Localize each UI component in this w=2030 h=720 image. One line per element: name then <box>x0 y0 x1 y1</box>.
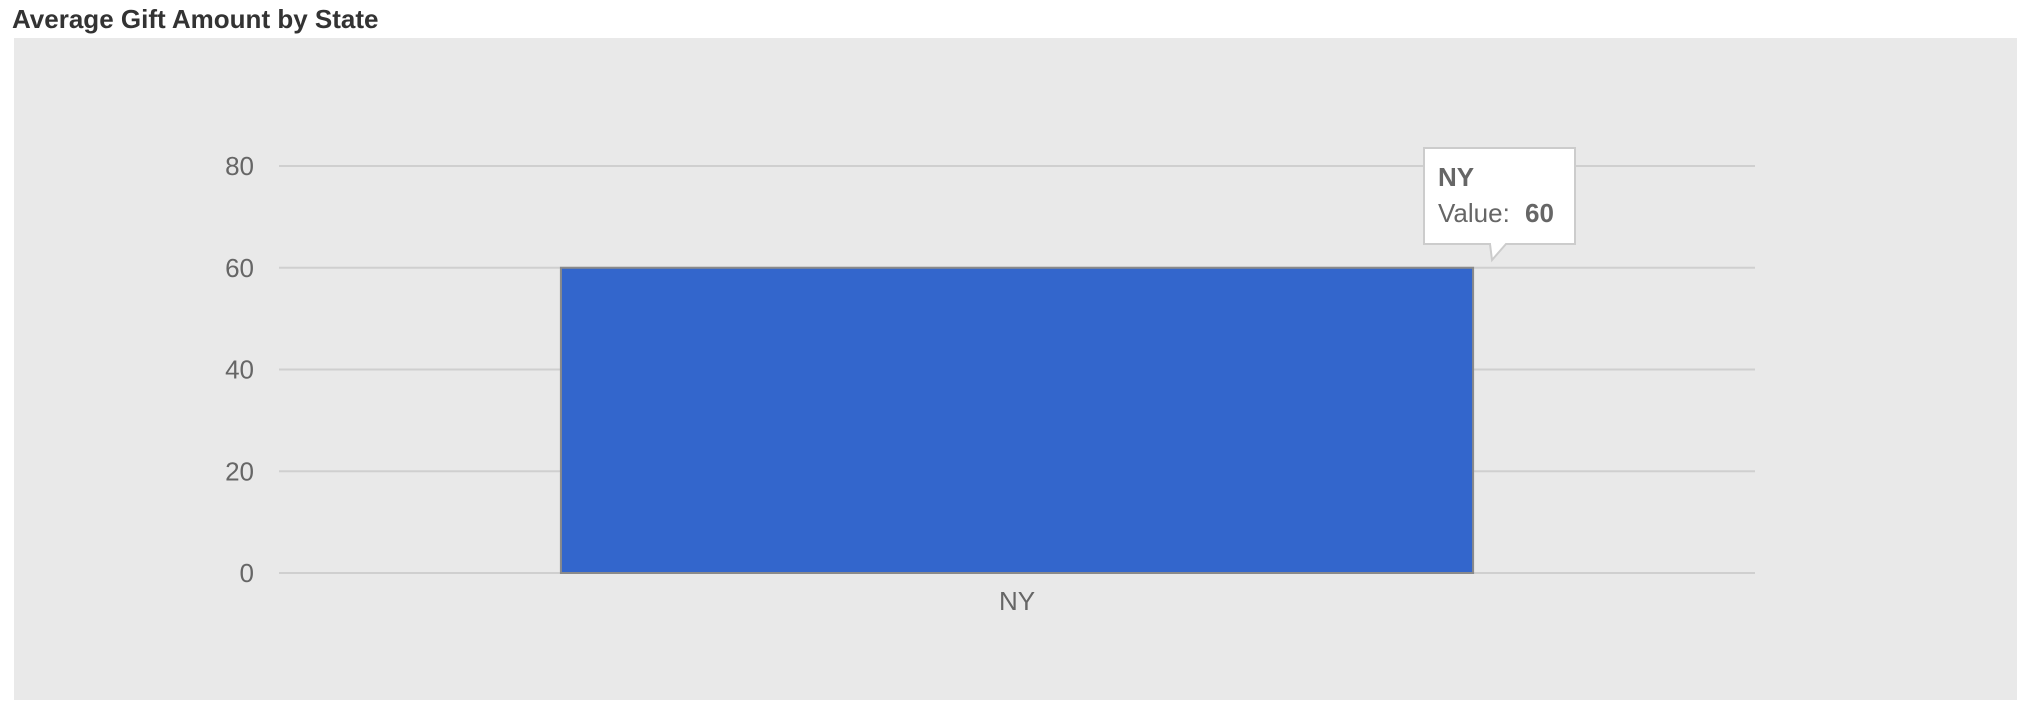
tooltip-value: Value: 60 <box>1438 198 1554 228</box>
tooltip-box <box>1423 147 1576 263</box>
bar-chart: 0 20 40 60 80 NY NY Value: 60 <box>225 147 1755 616</box>
tooltip-value-number: 60 <box>1525 198 1554 228</box>
y-axis-ticks: 0 20 40 60 80 <box>225 151 254 588</box>
y-tick-label: 60 <box>225 253 254 283</box>
y-tick-label: 0 <box>240 558 254 588</box>
bars <box>559 266 1475 574</box>
tooltip: NY Value: 60 <box>1423 147 1576 263</box>
y-tick-label: 20 <box>225 456 254 486</box>
y-tick-label: 80 <box>225 151 254 181</box>
x-tick-label: NY <box>999 586 1035 616</box>
tooltip-category: NY <box>1438 162 1474 192</box>
chart-title: Average Gift Amount by State <box>12 4 379 34</box>
x-axis-ticks: NY <box>999 586 1035 616</box>
tooltip-value-label: Value: <box>1438 198 1510 228</box>
bar-ny[interactable] <box>559 266 1475 574</box>
y-tick-label: 40 <box>225 355 254 385</box>
chart-panel: 0 20 40 60 80 NY NY Value: 60 <box>14 38 2017 700</box>
